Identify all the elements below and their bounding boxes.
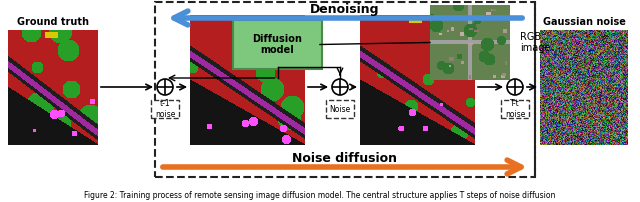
Text: Gaussian noise: Gaussian noise bbox=[543, 17, 625, 27]
Text: Noise diffusion: Noise diffusion bbox=[292, 152, 397, 164]
FancyBboxPatch shape bbox=[501, 100, 529, 118]
FancyBboxPatch shape bbox=[326, 100, 354, 118]
Text: T-t
noise: T-t noise bbox=[505, 99, 525, 119]
Text: t-1
noise: t-1 noise bbox=[155, 99, 175, 119]
Text: Figure 2: Training process of remote sensing image diffusion model. The central : Figure 2: Training process of remote sen… bbox=[84, 191, 556, 201]
Text: RGB
image: RGB image bbox=[520, 32, 550, 53]
Text: Noise: Noise bbox=[330, 104, 351, 114]
FancyBboxPatch shape bbox=[233, 20, 322, 69]
Text: Denoising: Denoising bbox=[310, 2, 380, 16]
Text: Diffusion
model: Diffusion model bbox=[253, 34, 303, 55]
Text: Ground truth: Ground truth bbox=[17, 17, 89, 27]
FancyBboxPatch shape bbox=[151, 100, 179, 118]
